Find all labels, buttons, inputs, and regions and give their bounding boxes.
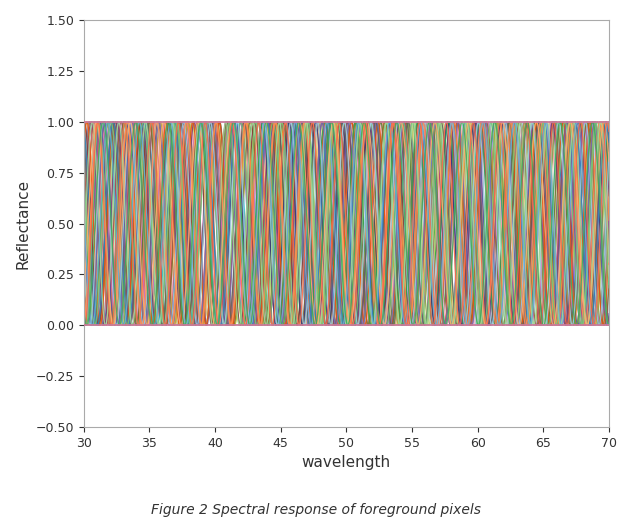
Y-axis label: Reflectance: Reflectance xyxy=(15,179,30,269)
X-axis label: wavelength: wavelength xyxy=(302,456,391,470)
Text: Figure 2 Spectral response of foreground pixels: Figure 2 Spectral response of foreground… xyxy=(151,503,481,517)
